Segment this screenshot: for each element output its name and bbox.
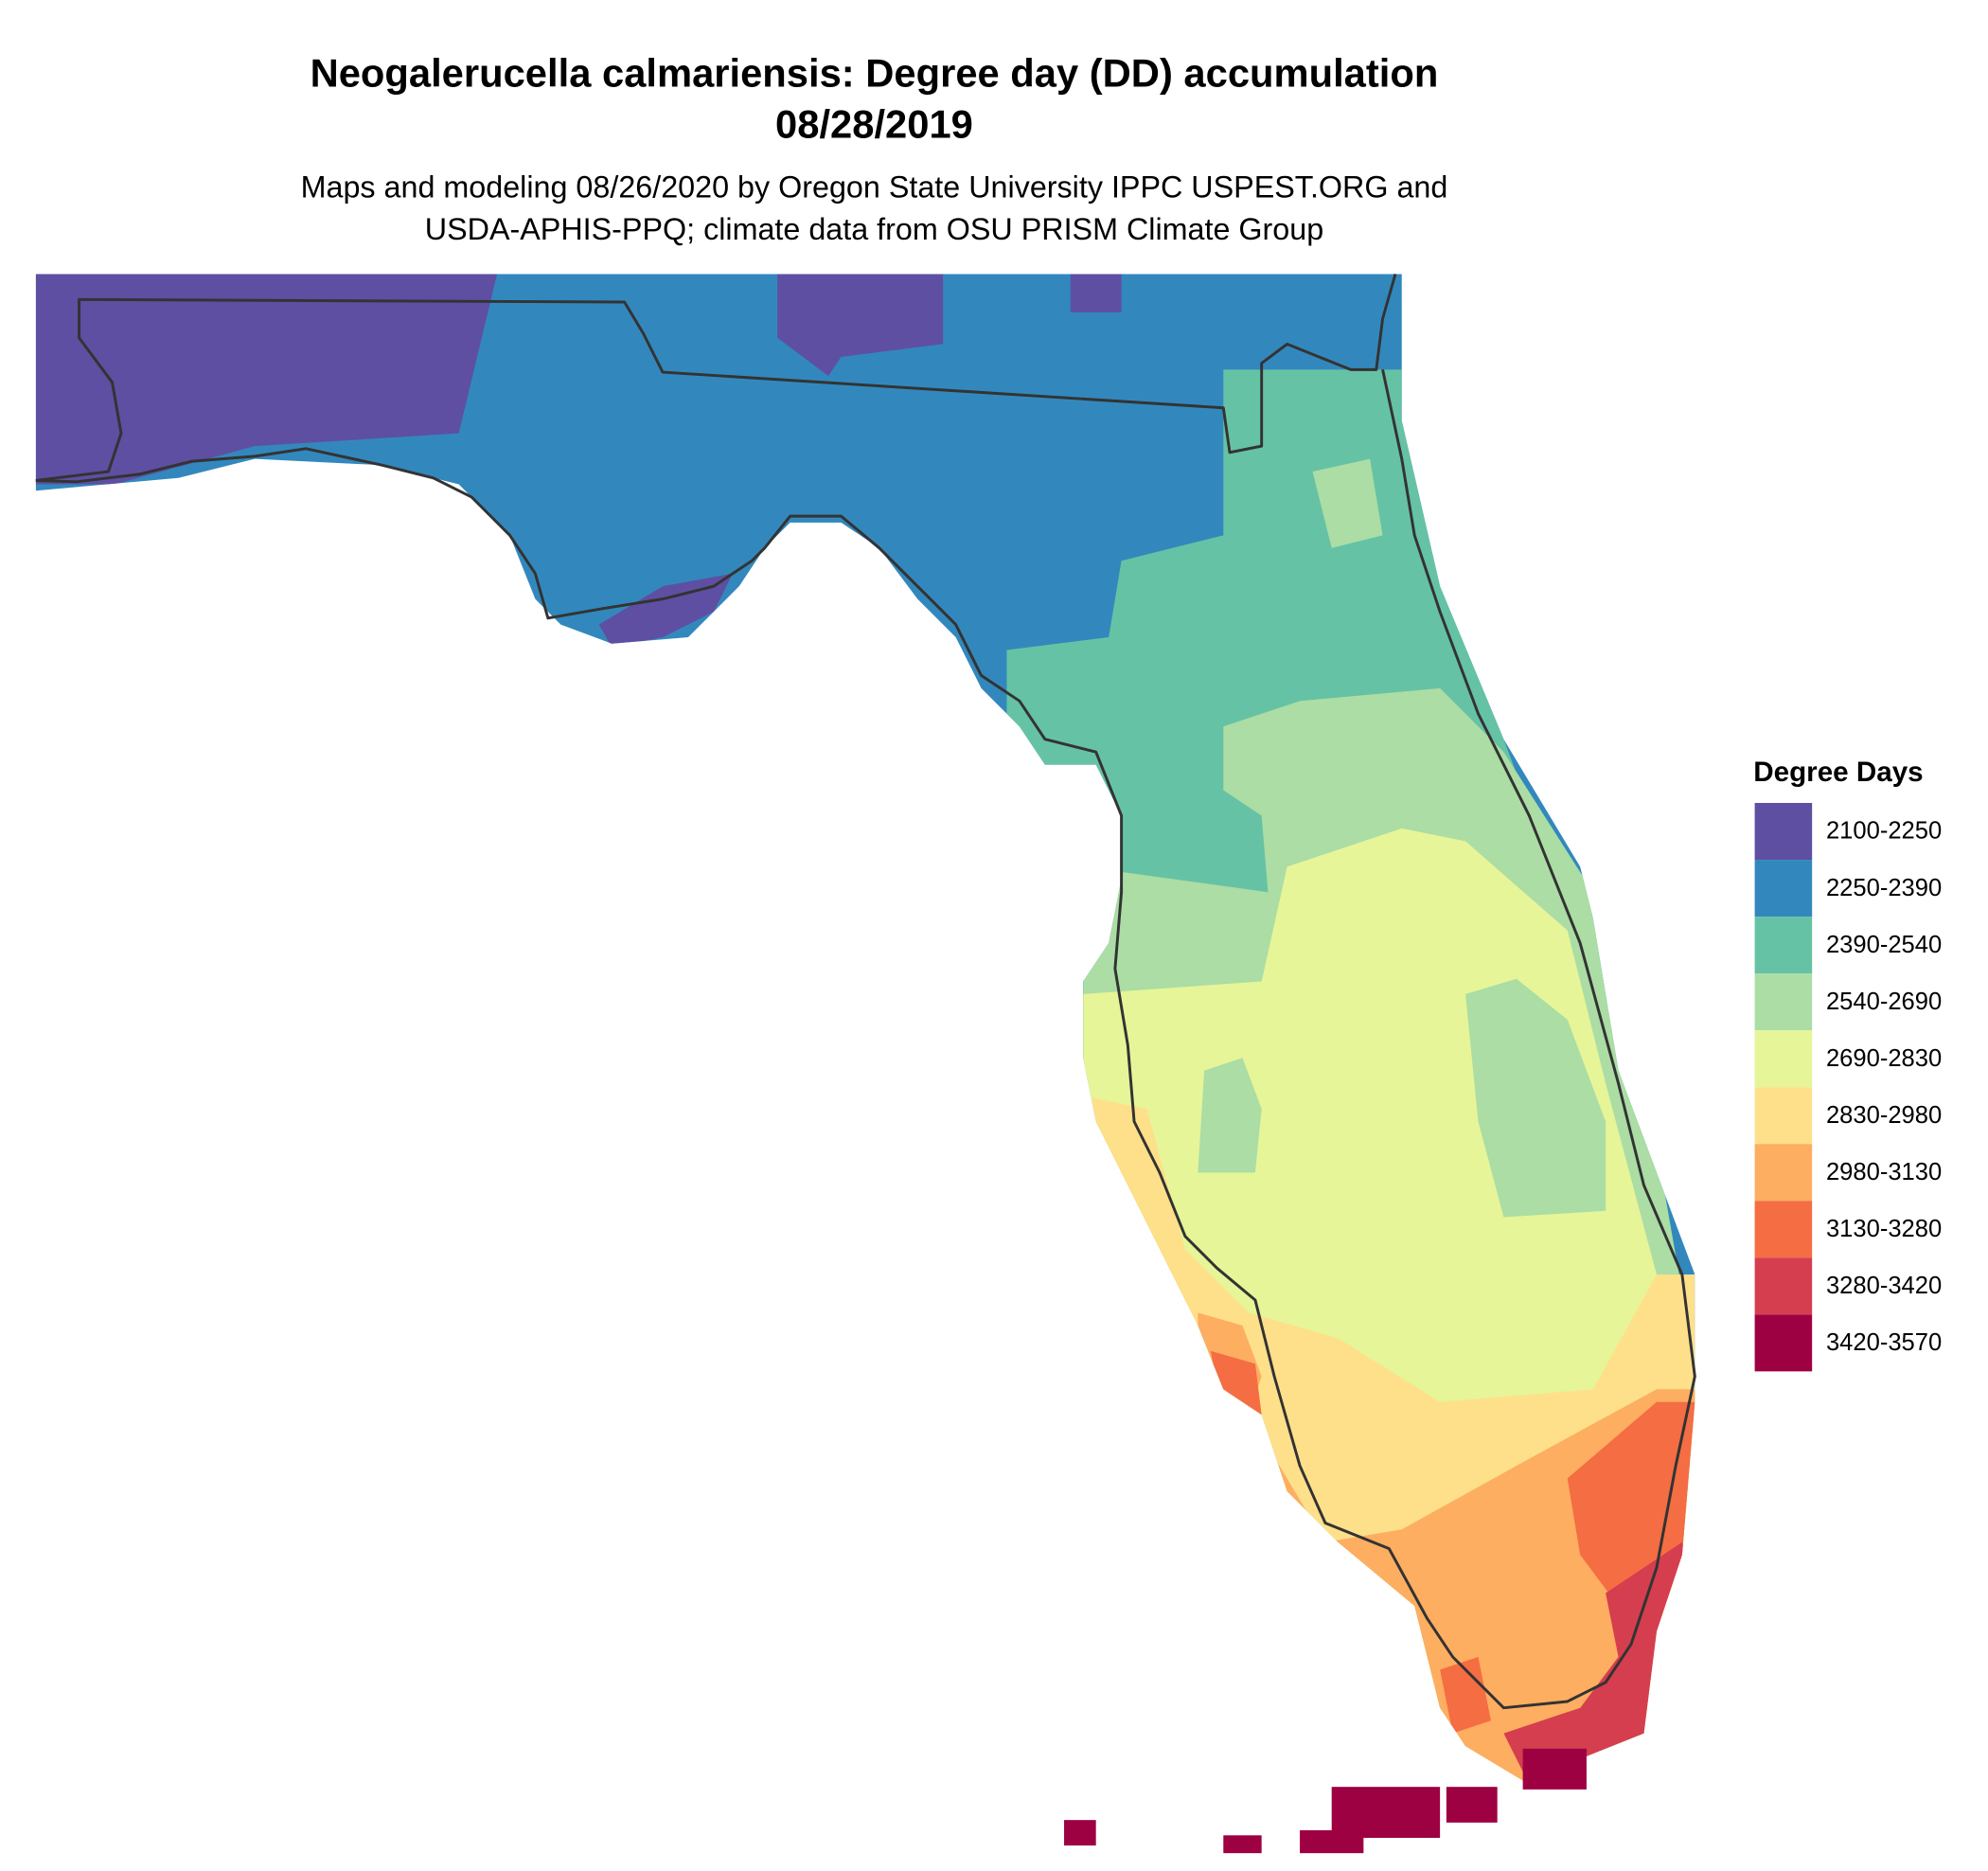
legend-label: 2100-2250 — [1826, 818, 1942, 845]
raster — [35, 274, 1695, 1785]
zone — [777, 274, 944, 377]
legend-label: 2690-2830 — [1826, 1045, 1942, 1072]
zone — [1300, 1829, 1364, 1854]
zone — [1312, 458, 1383, 548]
title: 08/28/2019 — [775, 101, 973, 146]
subtitle: Maps and modeling 08/26/2020 by Oregon S… — [301, 170, 1448, 205]
zone — [1070, 274, 1122, 312]
legend-swatch — [1754, 973, 1813, 1031]
state-outline — [35, 273, 1696, 1710]
zone — [35, 274, 498, 485]
zone — [1440, 1656, 1491, 1734]
legend-swatch — [1754, 1144, 1813, 1202]
legend-swatch — [1754, 860, 1813, 918]
zone — [1446, 1787, 1498, 1823]
legend-label: 2830-2980 — [1826, 1102, 1942, 1129]
zone — [35, 274, 1695, 1785]
legend: 2100-2250 2250-2390 2390-2540 2540-2690 2690… — [1754, 803, 1942, 1372]
zone — [1465, 978, 1606, 1218]
zone — [1331, 1787, 1441, 1839]
zone — [598, 573, 734, 648]
legend-label: 2250-2390 — [1826, 875, 1942, 901]
legend-label: 2540-2690 — [1826, 989, 1942, 1015]
keys — [1064, 1748, 1587, 1854]
zone — [1198, 1058, 1262, 1173]
zone — [1223, 1835, 1262, 1854]
legend-label: 2390-2540 — [1826, 932, 1942, 958]
legend-swatch — [1754, 1257, 1813, 1315]
legend-swatch — [1754, 1087, 1813, 1145]
subtitle: USDA-APHIS-PPQ; climate data from OSU PR… — [425, 212, 1323, 246]
legend-swatch — [1754, 1201, 1813, 1258]
legend-swatch — [1754, 1030, 1813, 1088]
zone — [1522, 1748, 1587, 1790]
zone — [1064, 1820, 1096, 1846]
legend-title: Degree Days — [1753, 757, 1923, 788]
legend-label: 3280-3420 — [1826, 1273, 1942, 1299]
legend-label: 3420-3570 — [1826, 1329, 1942, 1356]
legend-label: 2980-3130 — [1826, 1159, 1942, 1185]
legend-swatch — [1754, 917, 1813, 974]
title: Neogalerucella calmariensis: Degree day … — [311, 51, 1439, 96]
legend-label: 3130-3280 — [1826, 1216, 1942, 1242]
legend-swatch — [1754, 1314, 1813, 1372]
legend-swatch — [1754, 803, 1813, 861]
